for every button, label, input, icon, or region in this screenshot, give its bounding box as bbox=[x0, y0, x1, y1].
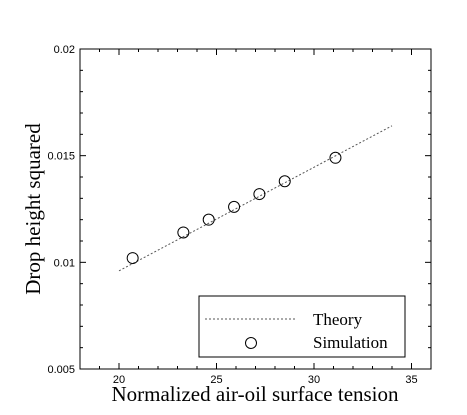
series-layer bbox=[118, 125, 393, 272]
x-tick-label: 30 bbox=[308, 374, 320, 386]
legend: Theory Simulation bbox=[198, 295, 406, 358]
simulation-point bbox=[126, 252, 139, 265]
simulation-point bbox=[329, 151, 342, 164]
legend-theory-label: Theory bbox=[313, 310, 363, 329]
axis-ticks bbox=[79, 48, 432, 370]
x-tick-label: 25 bbox=[210, 374, 222, 386]
tick-labels: 20 25 30 35 0.005 0.01 0.015 0.02 bbox=[47, 44, 417, 386]
simulation-point bbox=[202, 213, 215, 226]
simulation-point bbox=[253, 188, 266, 201]
y-tick-label: 0.005 bbox=[47, 364, 75, 376]
y-axis-title: Drop height squared bbox=[21, 123, 45, 295]
x-tick-label: 20 bbox=[113, 374, 125, 386]
legend-simulation-label: Simulation bbox=[313, 333, 388, 352]
legend-box bbox=[198, 295, 406, 358]
legend-simulation-marker bbox=[245, 337, 257, 349]
x-axis-title: Normalized air-oil surface tension bbox=[111, 382, 399, 406]
y-tick-label: 0.01 bbox=[54, 257, 75, 269]
simulation-point bbox=[278, 175, 291, 188]
x-tick-label: 35 bbox=[405, 374, 417, 386]
simulation-point bbox=[177, 226, 190, 239]
simulation-point bbox=[228, 200, 241, 213]
theory-line bbox=[118, 125, 393, 272]
y-tick-label: 0.02 bbox=[54, 44, 75, 56]
y-tick-label: 0.015 bbox=[47, 151, 75, 163]
